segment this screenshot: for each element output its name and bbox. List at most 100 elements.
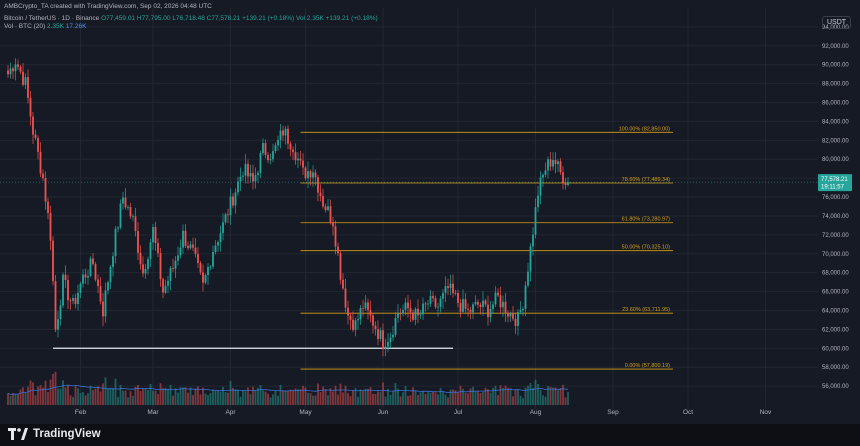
volume-bar [194, 388, 197, 405]
candle [322, 195, 324, 207]
volume-bar [144, 388, 147, 405]
candle [289, 143, 292, 150]
candle [352, 319, 354, 330]
candle [317, 177, 319, 193]
candle [387, 341, 389, 347]
volume-bar [319, 392, 322, 405]
volume-bar [349, 396, 352, 405]
symbol-title[interactable]: Bitcoin / TetherUS · 1D · Binance [4, 15, 100, 22]
candle [52, 240, 54, 282]
price-tick-label: 90,000.00 [822, 63, 849, 69]
candle [302, 160, 304, 168]
candle [472, 304, 474, 313]
volume-bar [339, 383, 342, 405]
candle [417, 308, 419, 316]
candle [299, 158, 302, 161]
volume-label[interactable]: Vol · BTC (20) [4, 23, 46, 30]
candle [244, 163, 247, 176]
volume-bar [152, 390, 154, 405]
volume-bar [184, 387, 187, 405]
candle [334, 226, 337, 247]
volume-bar [402, 392, 404, 405]
volume-bar [187, 392, 189, 405]
volume-bar [282, 390, 284, 405]
volume-bar [69, 395, 72, 405]
candle [149, 242, 152, 260]
volume-bar [89, 385, 92, 405]
volume-bar [492, 388, 494, 405]
candle [119, 203, 122, 228]
volume-bar [17, 393, 19, 405]
candle [377, 329, 379, 339]
volume-bar [487, 389, 489, 405]
candle [7, 70, 9, 75]
candle [24, 77, 27, 85]
volume-bar [562, 384, 564, 405]
volume-bar [44, 380, 47, 405]
candle [49, 213, 52, 241]
volume-bar [274, 390, 277, 405]
volume-bar [429, 392, 432, 405]
candle [547, 159, 549, 171]
volume-bar [27, 386, 29, 405]
candle [552, 159, 554, 167]
volume-bar [222, 386, 224, 405]
brand-name: TradingView [33, 428, 101, 440]
volume-bar [9, 395, 12, 405]
candle [357, 319, 359, 321]
volume-bar [439, 387, 442, 405]
candle [394, 317, 397, 335]
volume-bar [272, 394, 274, 405]
candle [402, 309, 404, 314]
volume-bar [374, 393, 377, 405]
volume-bar [302, 385, 304, 405]
volume-bar [397, 388, 399, 405]
candle [519, 310, 522, 313]
candle [512, 313, 514, 319]
candle [79, 283, 82, 293]
candle [534, 207, 537, 235]
candle [264, 143, 267, 155]
tradingview-logo[interactable]: TradingView [8, 428, 101, 440]
candle [172, 268, 174, 269]
fib-level-label: 0.00% (57,800.19) [625, 363, 670, 369]
candle [297, 158, 299, 161]
volume-bar [532, 388, 534, 405]
candle [497, 292, 499, 296]
volume-bar [547, 386, 549, 405]
candle [312, 172, 314, 178]
volume-bar [384, 396, 387, 405]
volume-bar [494, 385, 497, 405]
candle [374, 325, 377, 330]
candle [107, 282, 109, 291]
volume-bar [489, 392, 492, 405]
candle [344, 288, 347, 308]
candle [269, 159, 272, 161]
volume-bar [364, 388, 367, 405]
volume-bar [202, 387, 204, 405]
volume-bar [484, 387, 487, 405]
candle [527, 271, 529, 286]
volume-bar [147, 390, 149, 405]
volume-bar [432, 391, 434, 405]
volume-change: +139.21 (+0.18%) [325, 15, 378, 22]
candle [247, 163, 249, 177]
candle [489, 308, 492, 318]
candle [254, 175, 257, 182]
candle [392, 334, 394, 338]
volume-bar [314, 395, 317, 405]
candle [132, 216, 134, 218]
volume-bar [464, 392, 467, 405]
volume-bar [434, 392, 437, 405]
fib-level-label: 100.00% (82,850.00) [619, 126, 671, 132]
candle [369, 310, 372, 316]
volume-bar [334, 385, 337, 405]
candle [482, 300, 484, 307]
candle [249, 172, 252, 177]
time-tick-label: Feb [75, 409, 87, 416]
candle [72, 297, 74, 301]
volume-bar [387, 388, 389, 405]
currency-button[interactable]: USDT [822, 16, 852, 29]
